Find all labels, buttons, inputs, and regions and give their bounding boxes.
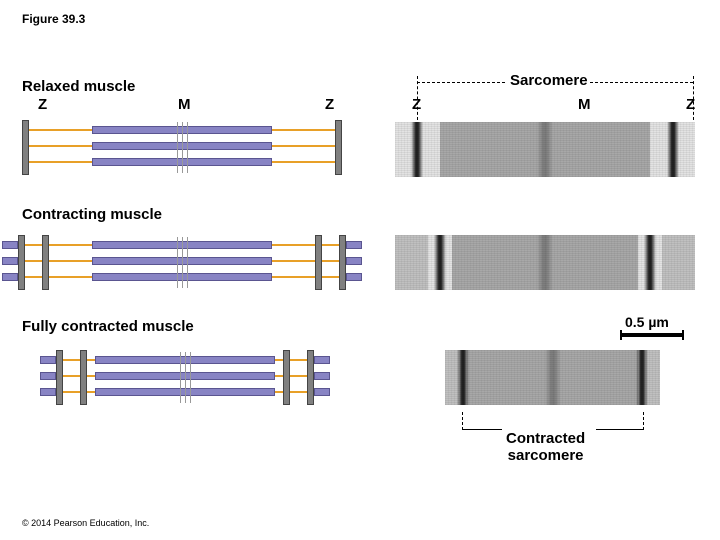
thick-filament-stub	[314, 356, 330, 364]
z-disc-outer	[18, 235, 25, 290]
z-disc	[283, 350, 290, 405]
thick-filament-stub	[346, 241, 362, 249]
contracting-muscle-label: Contracting muscle	[22, 206, 162, 223]
z-disc-outer	[307, 350, 314, 405]
m-line	[177, 122, 178, 173]
sarcomere-bracket-tick-right	[693, 76, 694, 120]
thick-filament-stub	[2, 273, 18, 281]
thin-filament-stub	[290, 359, 307, 361]
schematic-relaxed	[22, 120, 342, 175]
thick-filament-stub	[40, 372, 56, 380]
m-line	[182, 237, 183, 288]
m-line	[187, 237, 188, 288]
thin-filament-stub	[25, 260, 42, 262]
contracted-bracket-tick-right	[643, 412, 644, 430]
scale-bar	[622, 333, 682, 337]
micrograph-contracting	[395, 235, 695, 290]
z-disc	[335, 120, 342, 175]
thin-filament-stub	[63, 375, 80, 377]
thin-filament-stub	[322, 276, 339, 278]
figure-title: Figure 39.3	[22, 12, 85, 26]
scale-tick-right	[682, 330, 684, 340]
contracted-bracket-left	[462, 429, 502, 430]
m-line	[177, 237, 178, 288]
z-disc	[42, 235, 49, 290]
z-disc	[315, 235, 322, 290]
z-disc	[22, 120, 29, 175]
micrograph-texture	[395, 235, 695, 290]
z-label-schematic-right: Z	[325, 96, 334, 113]
contracted-bracket-tick-left	[462, 412, 463, 430]
thin-filament-stub	[322, 260, 339, 262]
sarcomere-label: Sarcomere	[510, 72, 588, 89]
thick-filament-stub	[346, 257, 362, 265]
micrograph-texture	[395, 122, 695, 177]
m-line	[187, 122, 188, 173]
thin-filament-stub	[63, 359, 80, 361]
copyright-text: © 2014 Pearson Education, Inc.	[22, 518, 149, 528]
contracted-bracket-right	[596, 429, 643, 430]
thin-filament-stub	[25, 244, 42, 246]
m-line	[185, 352, 186, 403]
micrograph-fully-contracted	[445, 350, 660, 405]
thick-filament-stub	[40, 356, 56, 364]
scale-label: 0.5 µm	[625, 314, 669, 330]
thick-filament-stub	[2, 241, 18, 249]
schematic-fully-contracted	[80, 350, 290, 405]
micrograph-texture	[445, 350, 660, 405]
thick-filament-stub	[2, 257, 18, 265]
thin-filament-stub	[290, 375, 307, 377]
thin-filament-stub	[322, 244, 339, 246]
thin-filament-stub	[25, 276, 42, 278]
z-disc	[80, 350, 87, 405]
m-label-micro: M	[578, 96, 591, 113]
thick-filament-stub	[346, 273, 362, 281]
z-disc-outer	[339, 235, 346, 290]
m-line	[190, 352, 191, 403]
thick-filament-stub	[40, 388, 56, 396]
z-label-schematic-left: Z	[38, 96, 47, 113]
m-line	[182, 122, 183, 173]
fully-contracted-label: Fully contracted muscle	[22, 318, 194, 335]
schematic-contracting	[42, 235, 322, 290]
m-label-schematic: M	[178, 96, 191, 113]
thick-filament-stub	[314, 372, 330, 380]
sarcomere-bracket-right	[590, 82, 693, 83]
m-line	[180, 352, 181, 403]
thin-filament-stub	[290, 391, 307, 393]
thin-filament-stub	[63, 391, 80, 393]
micrograph-relaxed	[395, 122, 695, 177]
z-disc-outer	[56, 350, 63, 405]
contracted-sarcomere-label: Contracted sarcomere	[506, 430, 585, 464]
thick-filament-stub	[314, 388, 330, 396]
sarcomere-bracket-left	[417, 82, 505, 83]
relaxed-muscle-label: Relaxed muscle	[22, 78, 135, 95]
